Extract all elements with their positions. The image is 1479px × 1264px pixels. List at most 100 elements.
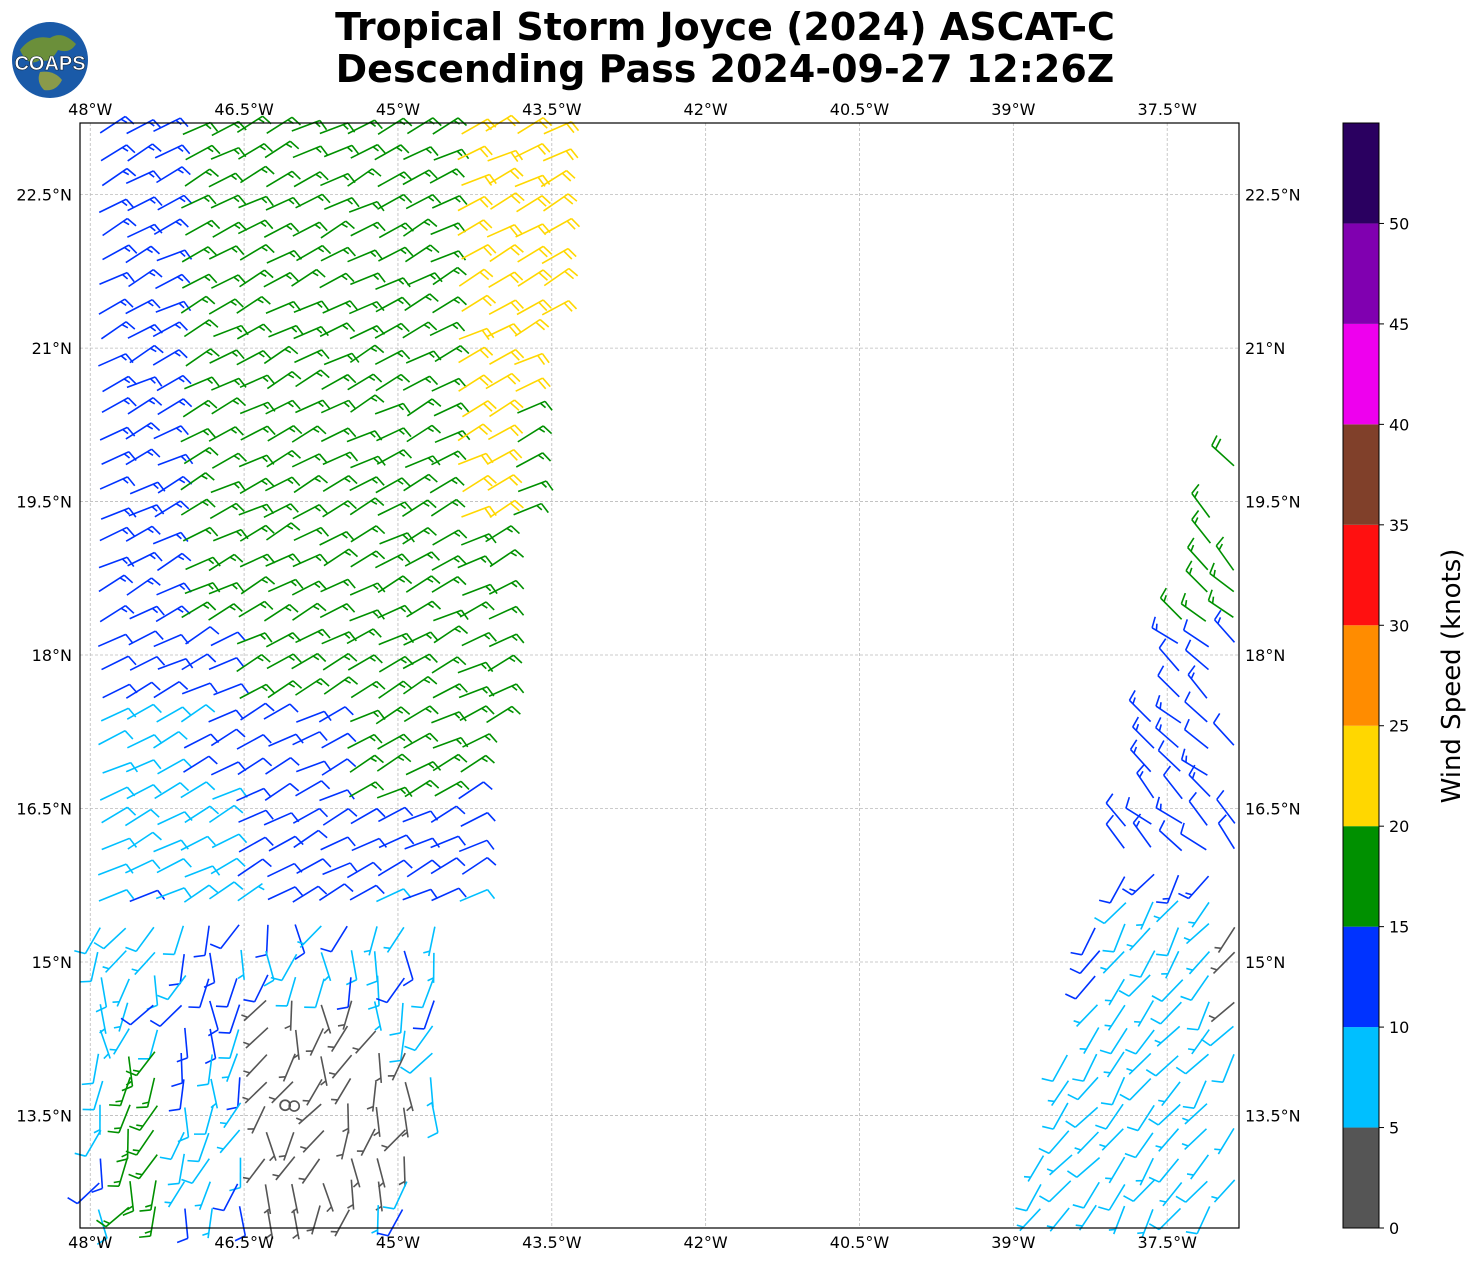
barb-feather	[259, 272, 267, 277]
barb-staff	[542, 148, 572, 162]
barb-staff	[1213, 722, 1235, 746]
barb-staff	[1083, 1181, 1100, 1209]
barb-staff	[1158, 647, 1180, 672]
barb-feather	[114, 1127, 121, 1130]
barb-feather	[372, 711, 380, 718]
wind-barb	[1015, 1183, 1042, 1212]
wind-barb	[427, 1103, 439, 1139]
barb-feather	[425, 707, 432, 713]
barb-feather	[344, 706, 354, 716]
barb-feather	[370, 397, 378, 402]
wind-barb	[99, 1029, 111, 1060]
barb-feather	[129, 1125, 141, 1131]
barb-feather	[320, 947, 332, 953]
barb-staff	[1105, 1103, 1124, 1130]
barb-staff	[1129, 1077, 1152, 1101]
barb-feather	[1191, 771, 1196, 779]
wind-barb	[294, 349, 330, 364]
wind-barb	[243, 974, 269, 1003]
barb-staff	[1132, 1179, 1156, 1202]
wind-barb	[234, 1206, 247, 1242]
lat-tick-label-right: 13.5°N	[1245, 1106, 1301, 1125]
barb-feather	[149, 1019, 161, 1027]
wind-barb	[1200, 1025, 1234, 1047]
barb-feather	[292, 553, 301, 564]
wind-barb	[292, 145, 329, 159]
barb-staff	[403, 676, 429, 695]
barb-feather	[1095, 1124, 1107, 1130]
wind-barb	[402, 499, 437, 518]
wind-barb	[128, 268, 163, 288]
barb-staff	[516, 195, 543, 213]
wind-barb	[320, 952, 332, 982]
barb-feather	[1213, 609, 1222, 621]
barb-feather	[404, 786, 413, 798]
wind-barb	[1064, 975, 1096, 1000]
barb-staff	[460, 811, 488, 827]
colorbar-tick-label: 15	[1389, 918, 1409, 937]
barb-feather	[344, 477, 351, 483]
barb-feather	[457, 555, 467, 565]
wind-barb	[97, 863, 134, 876]
wind-barb	[489, 499, 524, 518]
barb-feather	[431, 600, 442, 610]
barb-staff	[99, 786, 128, 801]
barb-staff	[377, 171, 405, 188]
wind-barb	[101, 167, 137, 187]
wind-barb	[265, 1209, 274, 1240]
barb-staff	[295, 760, 325, 773]
barb-feather	[510, 351, 520, 361]
wind-barb	[1184, 639, 1210, 671]
barb-feather	[479, 271, 490, 281]
wind-barb	[543, 267, 579, 287]
colorbar-tick-label: 40	[1389, 415, 1409, 434]
wind-barb	[389, 1030, 406, 1063]
barb-feather	[289, 272, 299, 282]
barb-feather	[514, 299, 524, 309]
barb-staff	[1165, 950, 1180, 979]
wind-barb	[1156, 874, 1180, 904]
barb-feather	[1159, 587, 1167, 599]
barb-feather	[181, 273, 191, 284]
barb-feather	[405, 834, 415, 845]
barb-feather	[427, 196, 435, 202]
barb-feather	[209, 446, 219, 456]
wind-barb	[350, 394, 385, 413]
barb-staff	[406, 398, 433, 417]
wind-barb	[127, 396, 163, 415]
barb-feather	[1066, 1170, 1078, 1178]
barb-feather	[262, 376, 269, 383]
barb-feather	[319, 731, 328, 741]
barb-feather	[1186, 1173, 1194, 1176]
wind-barb	[348, 300, 385, 315]
wind-barb	[1214, 1127, 1235, 1155]
barb-feather	[1212, 712, 1221, 724]
barb-feather	[371, 478, 378, 484]
barb-staff	[291, 268, 318, 287]
barb-feather	[122, 1210, 134, 1216]
wind-barb	[404, 551, 441, 567]
lon-tick-label-top: 42°W	[684, 100, 728, 119]
wind-barb	[107, 1157, 129, 1187]
barb-staff	[432, 296, 459, 314]
wind-barb	[263, 271, 299, 288]
wind-barb	[236, 323, 273, 340]
barb-staff	[319, 789, 348, 802]
barb-feather	[326, 1206, 333, 1213]
barb-feather	[180, 425, 189, 436]
barb-feather	[328, 1072, 336, 1076]
wind-barb	[1148, 1103, 1181, 1126]
barb-feather	[411, 1005, 423, 1009]
barb-feather	[177, 276, 184, 282]
wind-barb	[431, 450, 467, 466]
barb-feather	[347, 808, 358, 817]
barb-feather	[429, 779, 440, 789]
barb-feather	[234, 426, 244, 436]
barb-feather	[432, 761, 442, 771]
wind-barb	[486, 223, 523, 238]
wind-barb	[211, 397, 247, 415]
wind-barb	[411, 979, 434, 1009]
barb-staff	[292, 885, 319, 903]
barb-feather	[1105, 793, 1114, 804]
barb-feather	[455, 476, 465, 486]
